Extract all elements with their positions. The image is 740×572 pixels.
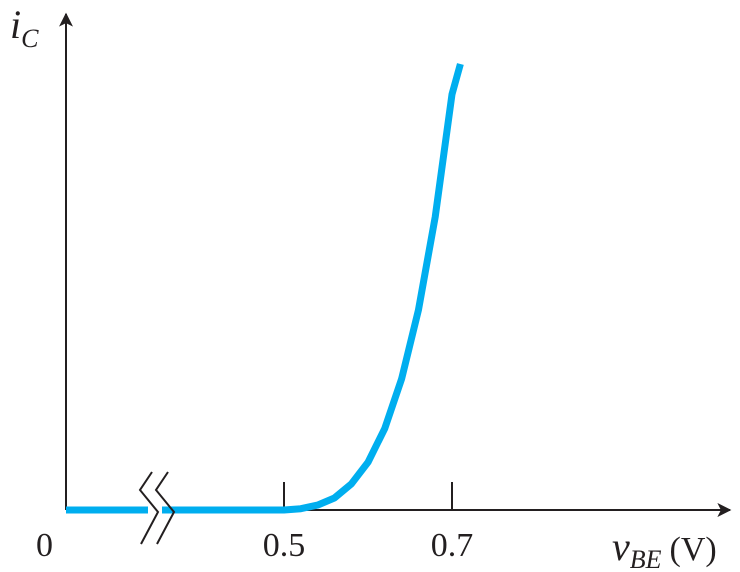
origin-label: 0	[36, 527, 53, 564]
x-ticks	[283, 482, 453, 510]
y-axis-label: iC	[10, 2, 39, 53]
x-tick-labels: 0.5 0.7	[263, 527, 474, 564]
ic-curve	[66, 63, 464, 514]
x-axis-label: vBE (V)	[612, 524, 717, 572]
axis-break-marker	[138, 471, 176, 545]
x-tick-label-0: 0.5	[263, 527, 306, 564]
x-tick-label-1: 0.7	[431, 527, 474, 564]
